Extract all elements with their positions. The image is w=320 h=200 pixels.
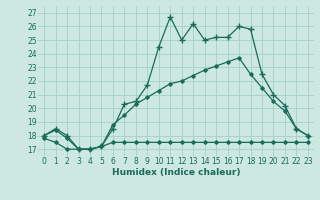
X-axis label: Humidex (Indice chaleur): Humidex (Indice chaleur) (112, 168, 240, 177)
